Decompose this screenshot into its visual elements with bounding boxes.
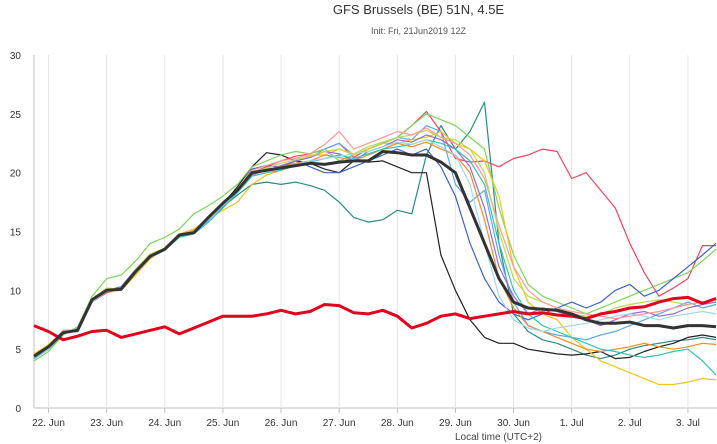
y-tick-label: 20 bbox=[10, 169, 22, 180]
x-tick-label: 24. Jun bbox=[148, 418, 181, 429]
chart-title: GFS Brussels (BE) 51N, 4.5E bbox=[332, 2, 505, 17]
x-axis: 22. Jun 23. Jun 24. Jun 25. Jun 26. Jun 27. J… bbox=[32, 418, 700, 429]
x-tick-label: 25. Jun bbox=[207, 418, 240, 429]
x-tick-label: 23. Jun bbox=[90, 418, 123, 429]
y-tick-label: 0 bbox=[15, 404, 21, 415]
x-tick-label: 1. Jul bbox=[560, 418, 584, 429]
series-line-7 bbox=[33, 130, 717, 386]
y-tick-label: 15 bbox=[10, 228, 22, 239]
series-line-0 bbox=[33, 295, 717, 342]
chart-subtitle: Init: Fri, 21Jun2019 12Z bbox=[370, 26, 467, 36]
series-line-1 bbox=[33, 150, 717, 358]
x-tick-label: 29. Jun bbox=[439, 418, 472, 429]
series-line-11 bbox=[33, 139, 717, 376]
x-tick-label: 3. Jul bbox=[676, 418, 700, 429]
y-tick-label: 5 bbox=[15, 345, 21, 356]
x-tick-label: 22. Jun bbox=[32, 418, 65, 429]
x-tick-label: 27. Jun bbox=[323, 418, 356, 429]
y-tick-label: 30 bbox=[10, 51, 22, 62]
series-line-3 bbox=[33, 152, 717, 360]
x-axis-label: Local time (UTC+2) bbox=[455, 432, 542, 443]
y-tick-label: 10 bbox=[10, 286, 22, 297]
grid-lines bbox=[33, 55, 717, 413]
series-line-8 bbox=[33, 148, 717, 357]
x-tick-label: 2. Jul bbox=[618, 418, 642, 429]
x-tick-label: 26. Jun bbox=[265, 418, 298, 429]
x-tick-label: 28. Jun bbox=[381, 418, 414, 429]
y-tick-label: 25 bbox=[10, 110, 22, 121]
y-axis: 0 5 10 15 20 25 30 bbox=[10, 51, 22, 415]
x-tick-label: 30. Jun bbox=[497, 418, 530, 429]
series-group bbox=[33, 101, 717, 386]
